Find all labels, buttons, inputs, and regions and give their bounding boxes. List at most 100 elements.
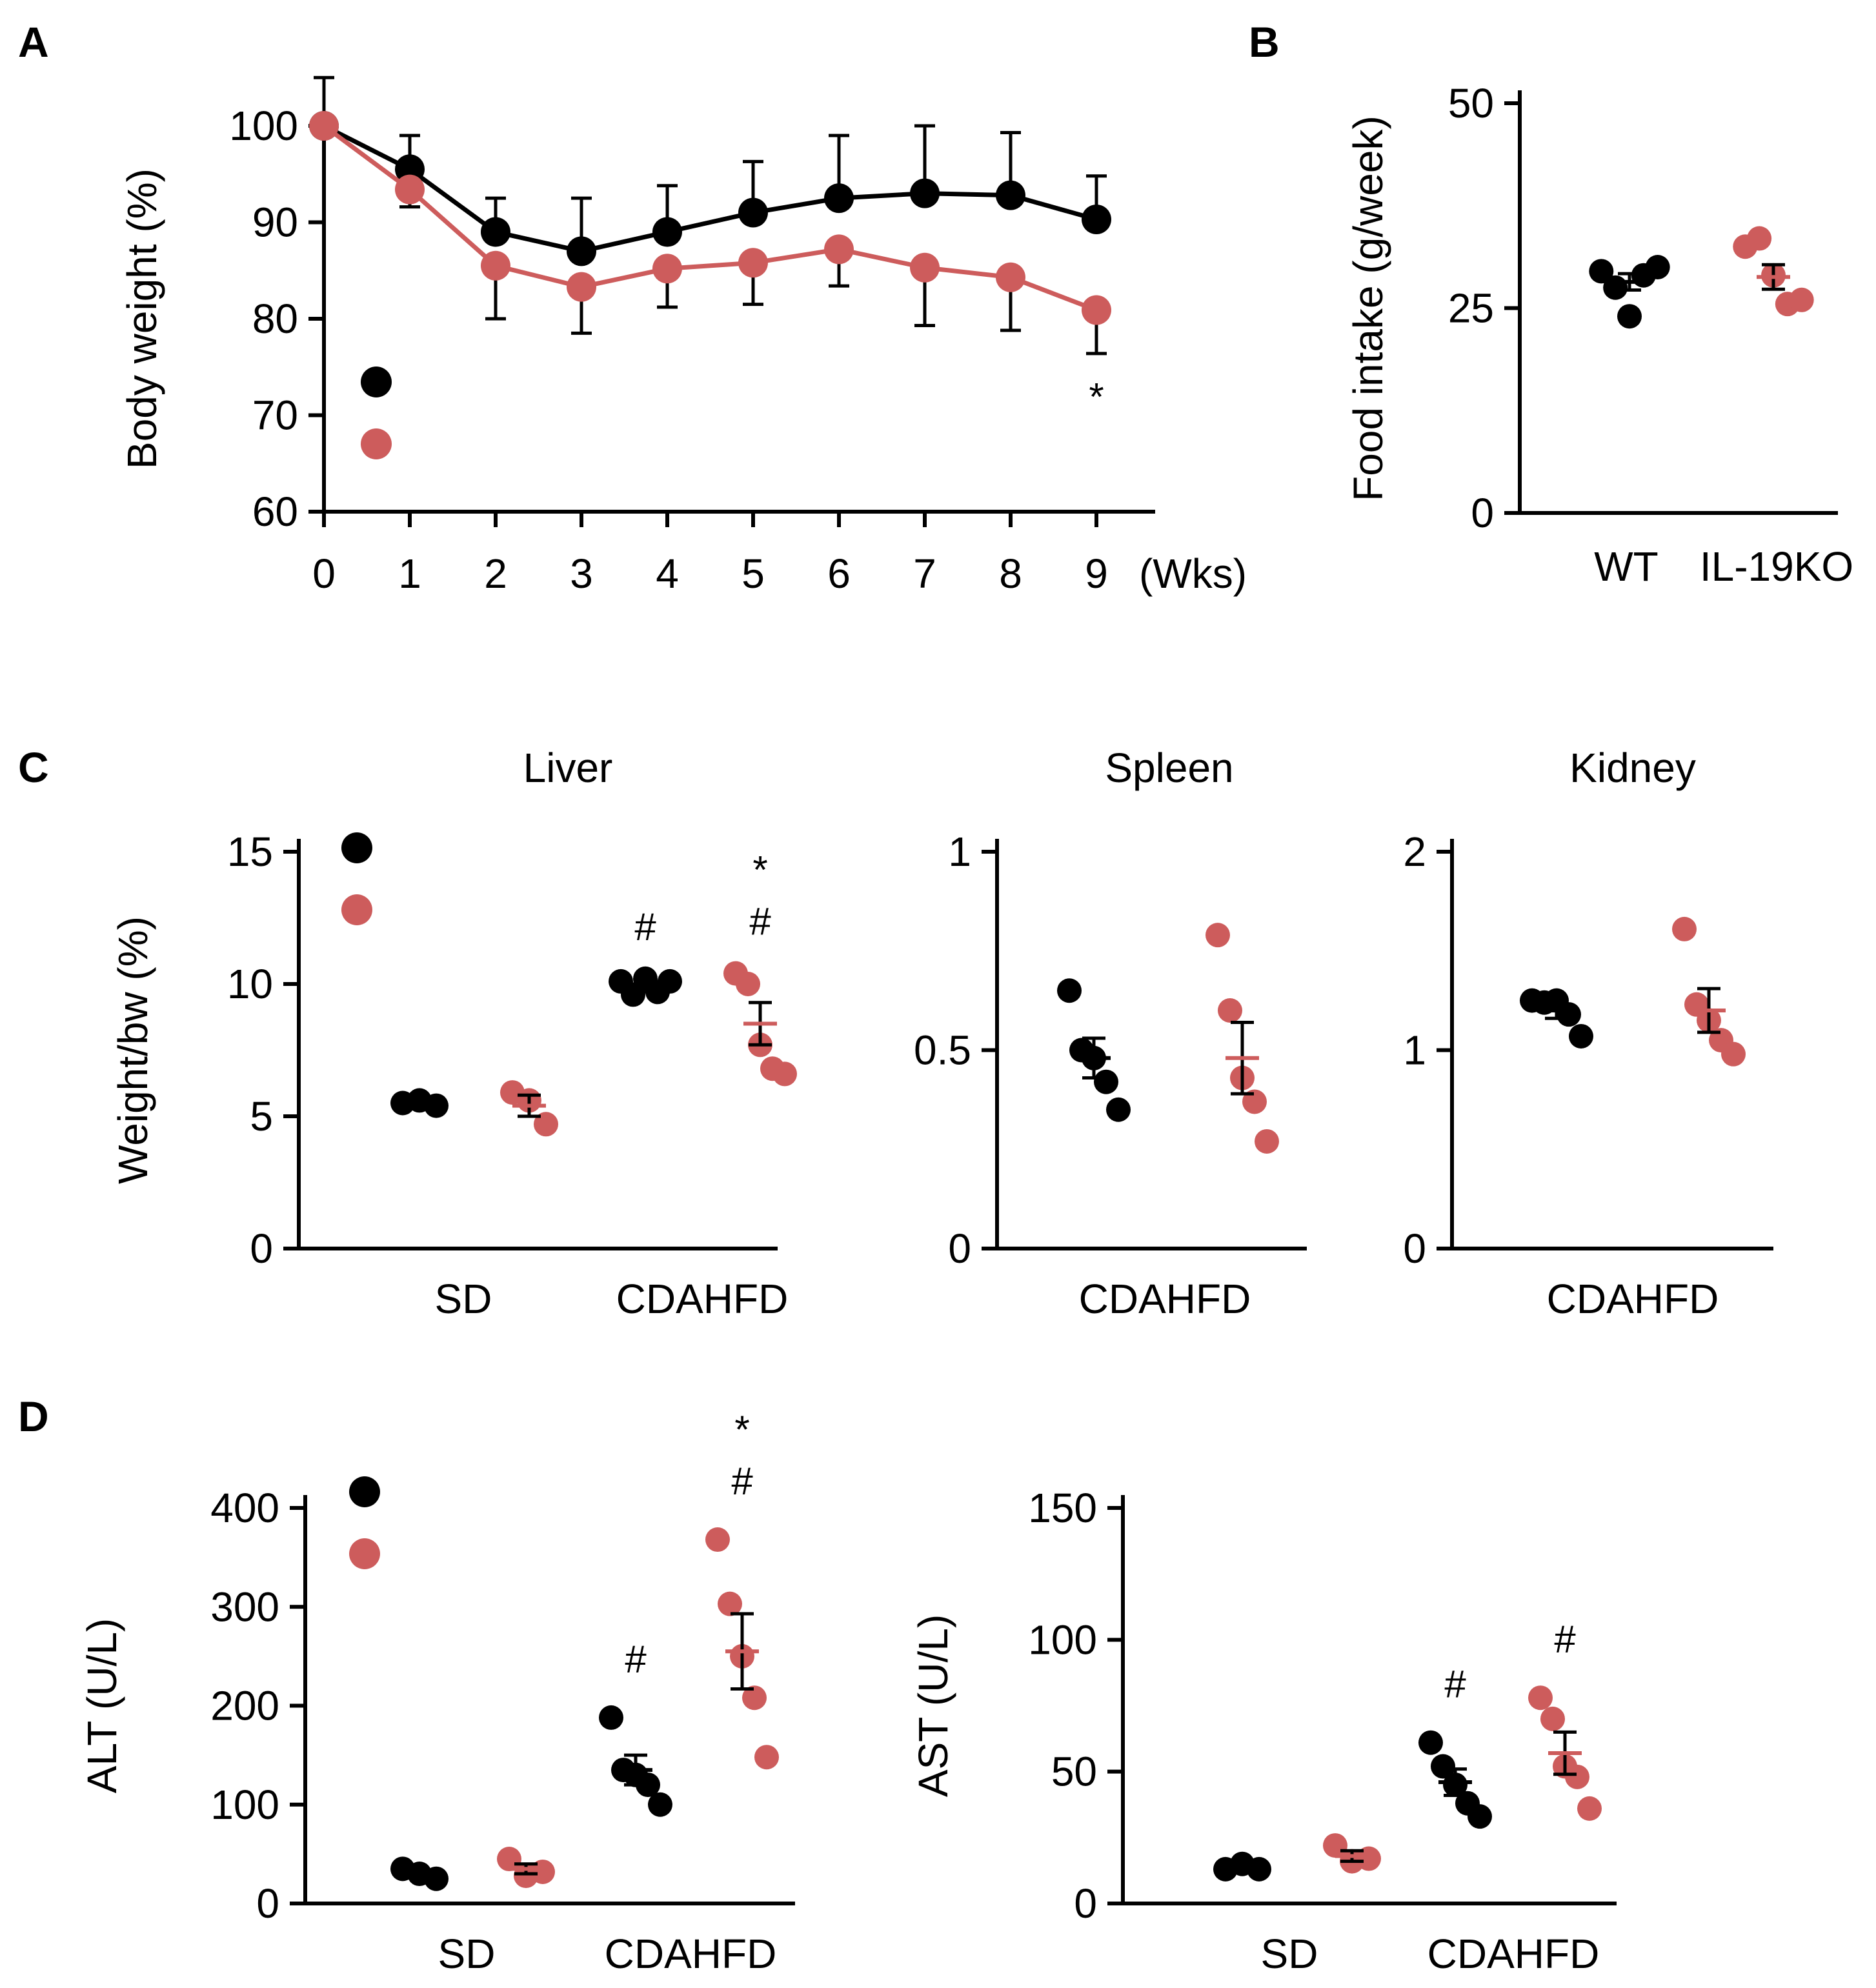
series-wt-point (910, 178, 940, 208)
series-wt-point (738, 197, 768, 228)
y-tick-label: 0 (1403, 1225, 1426, 1272)
chart-title: Spleen (1105, 745, 1233, 791)
x-tick-label: 1 (398, 550, 421, 597)
group-ko-point (1672, 916, 1697, 941)
x-tick-label: 9 (1085, 550, 1108, 597)
group-ko-point (772, 1061, 797, 1087)
series-ko-point (652, 254, 682, 284)
group-wt-point (1247, 1856, 1271, 1882)
group-ko-point (1218, 998, 1242, 1023)
group-ko-point (534, 1112, 558, 1137)
y-tick-label: 15 (227, 828, 273, 875)
group-ko-point (1205, 923, 1230, 948)
significance-star: * (752, 848, 767, 892)
group-ko-point (1577, 1796, 1602, 1821)
x-category-label: SD (435, 1276, 492, 1322)
significance-hash: # (731, 1460, 753, 1503)
series-ko-point (738, 248, 768, 278)
panel-letter-d: D (18, 1392, 49, 1440)
x-axis-title: (Wks) (1139, 550, 1247, 597)
x-category-label: CDAHFD (605, 1931, 777, 1977)
series-wt-point (824, 183, 854, 214)
y-tick-label: 2 (1403, 828, 1426, 875)
x-category-label: SD (438, 1931, 496, 1977)
chart-body-weight: 60 70 80 90 100 0 1 2 3 4 5 6 7 8 9 (Wks) Body weight (%… (119, 75, 1247, 597)
group-wt-point (1589, 259, 1614, 284)
chart-food-intake: 0 25 50 Food intake (g/week) WT IL-19KO (1345, 80, 1853, 590)
legend-ko-marker (361, 428, 392, 459)
significance-hash: # (625, 1638, 647, 1681)
group-ko-point (705, 1527, 730, 1552)
group-wt-point (1431, 1754, 1455, 1779)
group-wt-point (1569, 1023, 1593, 1049)
legend-wt-marker (361, 366, 392, 397)
x-tick-label: 7 (913, 550, 936, 597)
y-axis-title: ALT (U/L) (79, 1618, 125, 1793)
y-axis-title: AST (U/L) (910, 1614, 956, 1797)
x-tick-label: 2 (484, 550, 507, 597)
chart-alt: 0 100 200 300 400 ALT (U/L) SD CDAHFD # # * (79, 1408, 795, 1977)
x-category-label: SD (1261, 1931, 1318, 1977)
series-ko-point (481, 250, 510, 281)
y-tick-label: 25 (1448, 285, 1494, 332)
significance-hash: # (1554, 1618, 1576, 1661)
group-ko-point (736, 972, 760, 996)
y-tick-label: 100 (229, 103, 298, 149)
group-ko-point (1242, 1089, 1267, 1114)
x-tick-label: 3 (570, 550, 593, 597)
panel-letter-a: A (18, 18, 49, 66)
group-ko-point (1565, 1764, 1589, 1789)
group-ko-point (754, 1745, 779, 1770)
x-tick-label: 0 (312, 550, 336, 597)
y-tick-label: 300 (210, 1583, 279, 1630)
significance-star: * (1089, 376, 1104, 419)
y-tick-label: 0 (1074, 1880, 1097, 1927)
y-tick-label: 60 (252, 488, 298, 535)
chart-liver-weight: 0 5 10 15 Weight/bw (%) Liver SD CDAHFD # # * (110, 745, 797, 1322)
y-tick-label: 80 (252, 296, 298, 342)
group-wt-point (658, 969, 682, 994)
group-wt-point (1603, 275, 1628, 300)
x-category-label: WT (1594, 543, 1659, 590)
y-axis-title: Weight/bw (%) (110, 916, 156, 1184)
series-wt-point (567, 236, 596, 266)
significance-star: * (734, 1408, 749, 1451)
group-wt-point (648, 1792, 672, 1817)
x-tick-label: 8 (999, 550, 1022, 597)
x-category-label: CDAHFD (1427, 1931, 1600, 1977)
group-ko-point (1747, 226, 1772, 251)
y-tick-label: 1 (1403, 1027, 1426, 1074)
y-tick-label: 0 (948, 1225, 971, 1272)
series-ko-point (395, 174, 425, 205)
chart-ast: 0 50 100 150 AST (U/L) SD CDAHFD # # (910, 1485, 1617, 1977)
group-wt-point (1418, 1730, 1443, 1755)
group-ko-point (1255, 1129, 1279, 1154)
group-wt-point (1106, 1097, 1131, 1122)
y-tick-label: 0 (250, 1225, 273, 1272)
group-ko-point (742, 1685, 767, 1711)
series-wt-line (323, 123, 1097, 254)
series-ko-point (309, 111, 339, 141)
group-wt-point (1617, 304, 1642, 329)
x-category-label: CDAHFD (616, 1276, 789, 1322)
y-tick-label: 1 (948, 828, 971, 875)
y-tick-label: 400 (210, 1485, 279, 1531)
x-tick-label: 5 (741, 550, 765, 597)
group-ko-point (1721, 1041, 1746, 1067)
chart-kidney-weight: 0 1 2 Kidney CDAHFD (1403, 745, 1773, 1322)
x-category-label: CDAHFD (1547, 1276, 1719, 1322)
group-wt-point (1557, 1002, 1581, 1027)
group-ko-point (718, 1591, 742, 1616)
series-wt-point (996, 180, 1025, 210)
group-ko-point (1540, 1706, 1565, 1731)
series-wt-point (481, 217, 510, 247)
series-ko-point (1082, 295, 1111, 325)
legend-wt-marker (349, 1476, 380, 1507)
chart-title: Liver (523, 745, 613, 791)
y-tick-label: 200 (210, 1683, 279, 1729)
series-wt-point (1082, 205, 1111, 235)
y-tick-label: 0.5 (914, 1027, 971, 1074)
chart-title: Kidney (1569, 745, 1696, 791)
group-wt-point (1468, 1804, 1492, 1829)
